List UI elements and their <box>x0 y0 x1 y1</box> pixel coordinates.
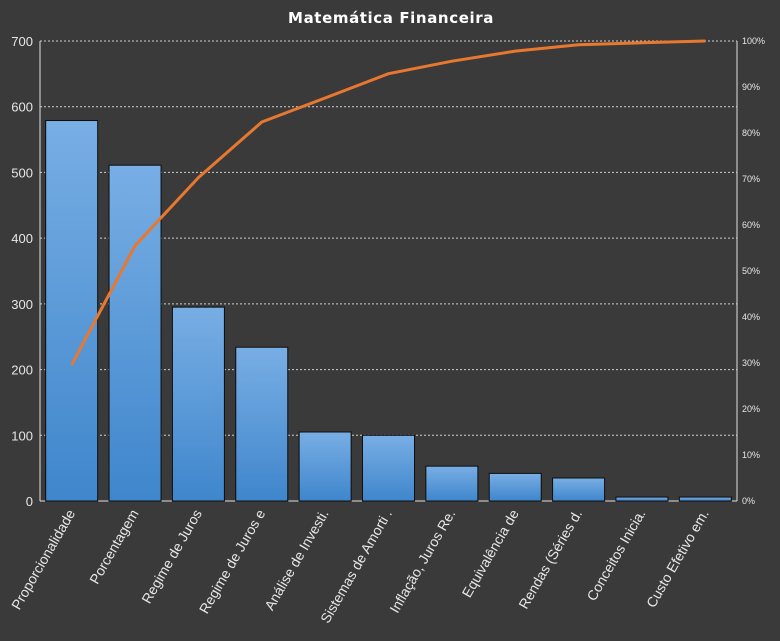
y-tick-label: 500 <box>11 165 33 180</box>
x-tick-label: Proporcionalidade <box>8 506 78 612</box>
cumulative-percent-line <box>70 39 706 366</box>
bar <box>425 465 479 502</box>
y-tick-label: 300 <box>11 297 33 312</box>
bar <box>171 306 225 502</box>
y-tick-label: 100 <box>11 428 33 443</box>
x-tick-label: Regime de Juros e <box>196 506 269 616</box>
cumulative-line <box>70 39 706 366</box>
y2-tick-label: 30% <box>742 358 760 368</box>
y-tick-label: 200 <box>11 363 33 378</box>
bar <box>488 472 542 502</box>
x-tick-label: Rendas (Séries d. <box>515 507 585 612</box>
y2-tick-label: 90% <box>742 82 760 92</box>
x-tick-label: Equivalência de <box>459 506 522 600</box>
y2-tick-label: 70% <box>742 174 760 184</box>
bar <box>552 477 606 502</box>
y-tick-label: 0 <box>26 494 33 509</box>
x-tick-label: Conceitos Inicia. <box>583 507 648 604</box>
y-axis-primary: 0 100 200 300 400 500 600 700 <box>11 34 33 509</box>
bars <box>45 120 732 502</box>
x-tick-label: Sistemas de Amorti . <box>317 507 395 626</box>
y2-tick-label: 0% <box>742 496 755 506</box>
bar <box>235 346 289 502</box>
bar <box>298 431 352 502</box>
y2-tick-label: 20% <box>742 404 760 414</box>
x-tick-label: Porcentagem <box>86 507 141 587</box>
y2-tick-label: 60% <box>742 220 760 230</box>
bar <box>678 496 732 502</box>
y-tick-label: 600 <box>11 100 33 115</box>
y-tick-label: 400 <box>11 231 33 246</box>
bar <box>45 120 99 502</box>
y2-tick-label: 10% <box>742 450 760 460</box>
y2-tick-label: 100% <box>742 36 765 46</box>
x-tick-label: Análise de Investi. <box>261 507 332 613</box>
bar <box>362 434 415 502</box>
x-tick-label: Custo Efetivo em. <box>643 507 712 611</box>
y2-tick-label: 50% <box>742 266 760 276</box>
x-tick-label: Inflação, Juros Re. <box>386 507 458 616</box>
chart-title: Matemática Financeira <box>288 9 494 27</box>
y-tick-label: 700 <box>11 34 33 49</box>
y2-tick-label: 80% <box>742 128 760 138</box>
y2-tick-label: 40% <box>742 312 760 322</box>
bar <box>615 496 669 502</box>
bar <box>108 164 162 502</box>
x-tick-label: Regime de Juros <box>138 507 205 607</box>
y-axis-secondary: 0% 10% 20% 30% 40% 50% 60% 70% 80% 90% 100% <box>742 36 765 506</box>
